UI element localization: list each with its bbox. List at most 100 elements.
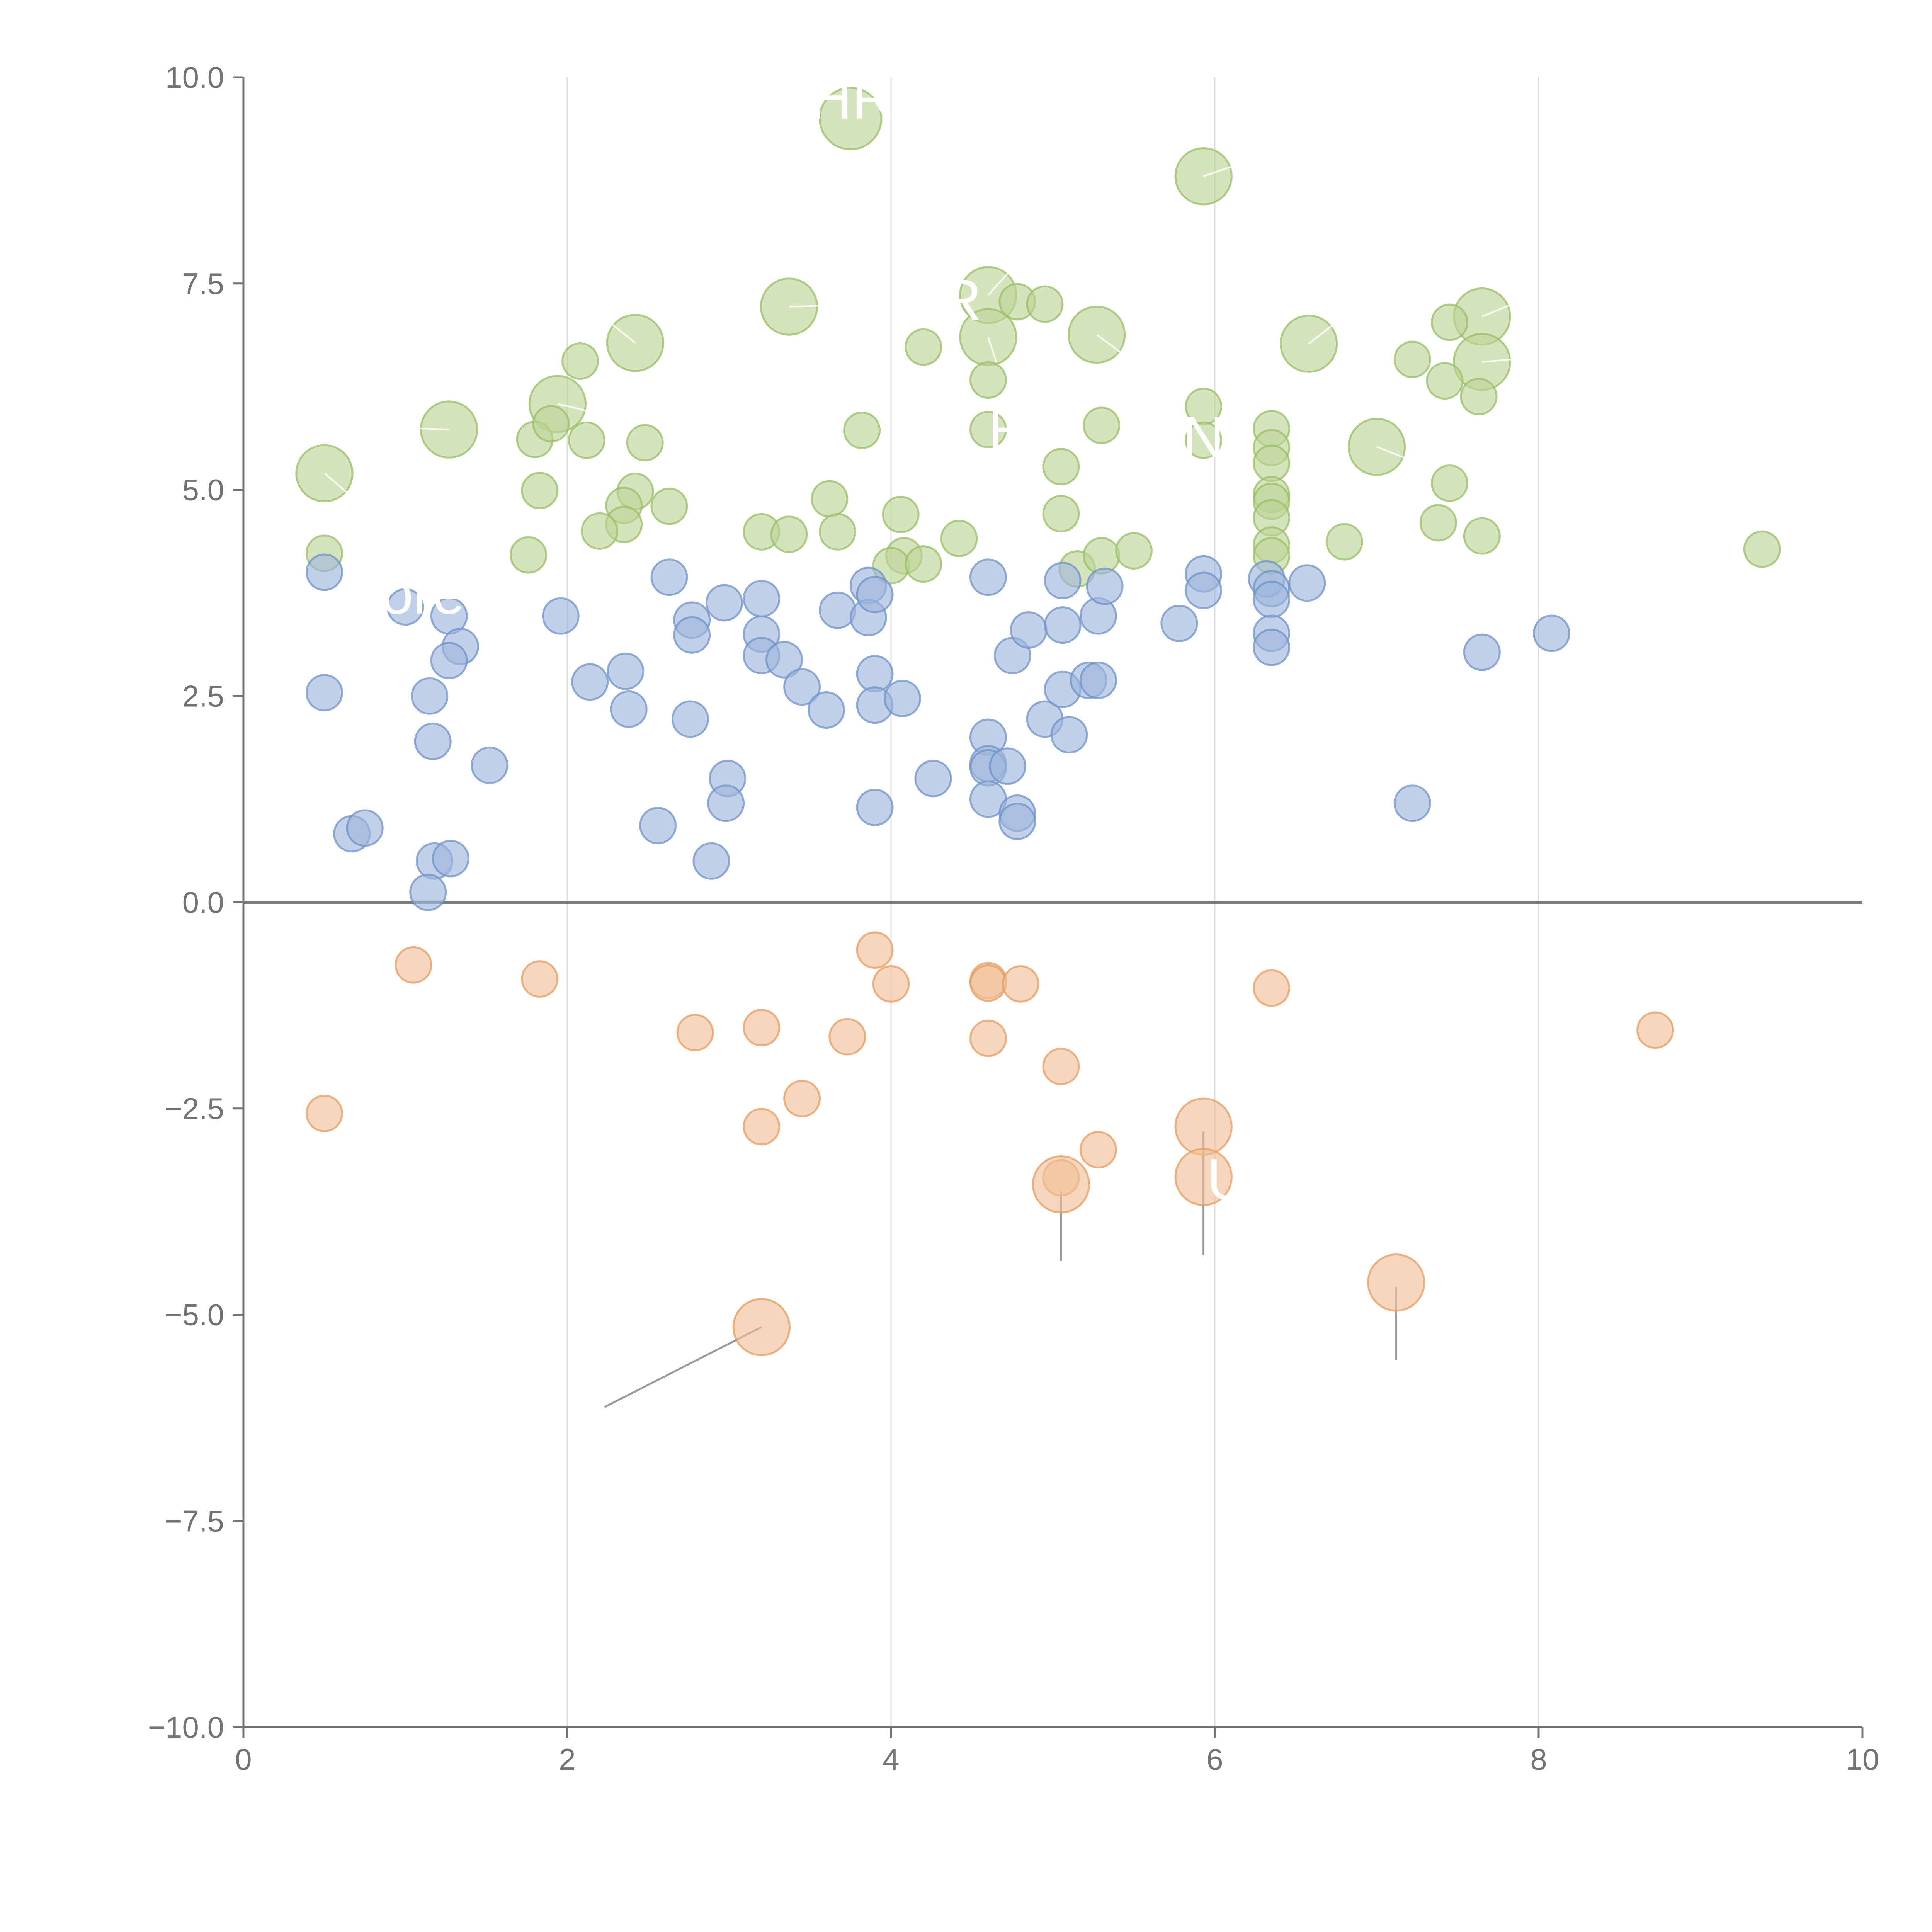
green-bubble bbox=[1026, 285, 1064, 323]
y-tick-label: −5.0 bbox=[165, 1298, 224, 1332]
bubbles bbox=[295, 87, 1781, 1356]
orange-bubble bbox=[521, 960, 559, 998]
green-bubble bbox=[969, 411, 1007, 449]
green-bubble bbox=[1042, 448, 1080, 486]
green-bubble bbox=[770, 515, 808, 553]
label-leader-line bbox=[1481, 299, 1523, 318]
overlay-label-r-mid: R bbox=[988, 396, 1030, 461]
tick-marks bbox=[233, 76, 1864, 1738]
blue-bubble bbox=[673, 616, 711, 654]
blue-bubble bbox=[1044, 561, 1082, 599]
green-bubble bbox=[1431, 303, 1469, 341]
y-tick-label: −10.0 bbox=[148, 1710, 224, 1744]
orange-bubble bbox=[1079, 1131, 1117, 1168]
y-tick-label: −2.5 bbox=[165, 1092, 224, 1126]
label-leader-line bbox=[789, 304, 851, 308]
overlay-labels: HR R R N U ore bbox=[381, 66, 1248, 1212]
orange-bubble bbox=[1636, 1011, 1674, 1049]
blue-bubble bbox=[610, 690, 648, 728]
orange-bubble bbox=[395, 946, 432, 984]
blue-bubble bbox=[707, 784, 745, 822]
blue-bubble bbox=[1253, 628, 1291, 666]
green-bubble bbox=[568, 421, 605, 459]
orange-bubble bbox=[743, 1108, 781, 1146]
blue-bubble bbox=[471, 747, 509, 784]
y-tick-label: 0.0 bbox=[182, 885, 224, 919]
blue-bubble bbox=[1079, 662, 1117, 699]
green-bubble bbox=[905, 328, 942, 366]
x-tick-label: 2 bbox=[559, 1742, 575, 1776]
green-bubble bbox=[819, 87, 883, 150]
green-bubble bbox=[1115, 532, 1153, 570]
x-tick-label: 8 bbox=[1530, 1742, 1547, 1776]
green-bubble bbox=[940, 519, 978, 557]
blue-bubble bbox=[989, 747, 1027, 785]
overlay-label-ore: ore bbox=[381, 561, 465, 626]
label-leader-line bbox=[987, 273, 1009, 296]
blue-bubble bbox=[1393, 784, 1431, 822]
blue-bubble bbox=[819, 591, 857, 629]
blue-bubble bbox=[386, 588, 424, 626]
y-tick-label: −7.5 bbox=[165, 1504, 224, 1538]
blue-bubble bbox=[1050, 716, 1088, 754]
blue-bubble bbox=[650, 558, 688, 596]
green-bubble bbox=[1419, 504, 1457, 542]
blue-bubble bbox=[883, 680, 921, 718]
green-bubble bbox=[1185, 421, 1223, 459]
blue-bubble bbox=[306, 553, 343, 591]
blue-bubble bbox=[856, 576, 894, 614]
blue-bubble bbox=[765, 641, 803, 679]
orange-bubble bbox=[872, 965, 910, 1003]
green-bubble bbox=[561, 342, 599, 380]
orange-bubble bbox=[969, 964, 1007, 1002]
label-leader-line bbox=[1096, 334, 1126, 357]
blue-bubble bbox=[1160, 604, 1198, 642]
green-bubble bbox=[521, 472, 559, 510]
green-bubble bbox=[1083, 406, 1121, 444]
x-tick-label: 4 bbox=[883, 1742, 899, 1776]
y-tick-label: 5.0 bbox=[182, 473, 224, 507]
green-bubble bbox=[509, 536, 547, 574]
green-bubble bbox=[811, 480, 849, 518]
blue-bubble bbox=[1533, 614, 1571, 652]
blue-bubble bbox=[346, 809, 384, 847]
y-tick-labels: 10.0 7.5 5.0 2.5 0.0 −2.5 −5.0 −7.5 −10.… bbox=[148, 60, 224, 1744]
blue-bubble bbox=[692, 842, 730, 880]
label-leaders bbox=[324, 163, 1531, 495]
blue-bubble bbox=[969, 558, 1007, 596]
orange-bubble bbox=[1174, 1148, 1233, 1206]
overlay-label-u: U bbox=[1207, 1147, 1248, 1212]
blue-bubble bbox=[430, 641, 468, 679]
label-leader-line bbox=[987, 337, 997, 362]
y-tick-label: 7.5 bbox=[182, 267, 224, 301]
blue-bubble bbox=[409, 873, 447, 911]
blue-bubble bbox=[807, 691, 845, 729]
blue-bubble bbox=[1044, 606, 1082, 644]
orange-bubble bbox=[783, 1080, 821, 1117]
blue-bubble bbox=[743, 580, 781, 617]
green-bubble bbox=[581, 512, 619, 550]
blue-bubble bbox=[783, 668, 821, 706]
blue-bubble bbox=[542, 597, 580, 635]
blue-bubble bbox=[1086, 567, 1124, 605]
label-leader-line bbox=[1203, 163, 1240, 177]
blue-bubble bbox=[1463, 633, 1501, 671]
x-tick-label: 10 bbox=[1846, 1742, 1879, 1776]
green-bubble bbox=[1460, 378, 1498, 415]
orange-bubble bbox=[969, 1019, 1007, 1057]
label-leader-line bbox=[1482, 357, 1531, 363]
callout-leader-line bbox=[604, 1326, 762, 1408]
blue-bubble bbox=[1288, 564, 1326, 602]
blue-bubble bbox=[639, 806, 677, 844]
blue-bubble bbox=[856, 655, 894, 693]
blue-bubble bbox=[411, 677, 449, 715]
overlay-label-r-upper: R bbox=[940, 267, 981, 332]
orange-bubble bbox=[1042, 1048, 1080, 1085]
orange-bubble bbox=[1253, 969, 1291, 1007]
green-bubble bbox=[1431, 464, 1469, 502]
overlay-label-hr: HR bbox=[810, 66, 894, 131]
green-bubble bbox=[626, 424, 664, 462]
orange-bubble bbox=[1367, 1253, 1425, 1312]
